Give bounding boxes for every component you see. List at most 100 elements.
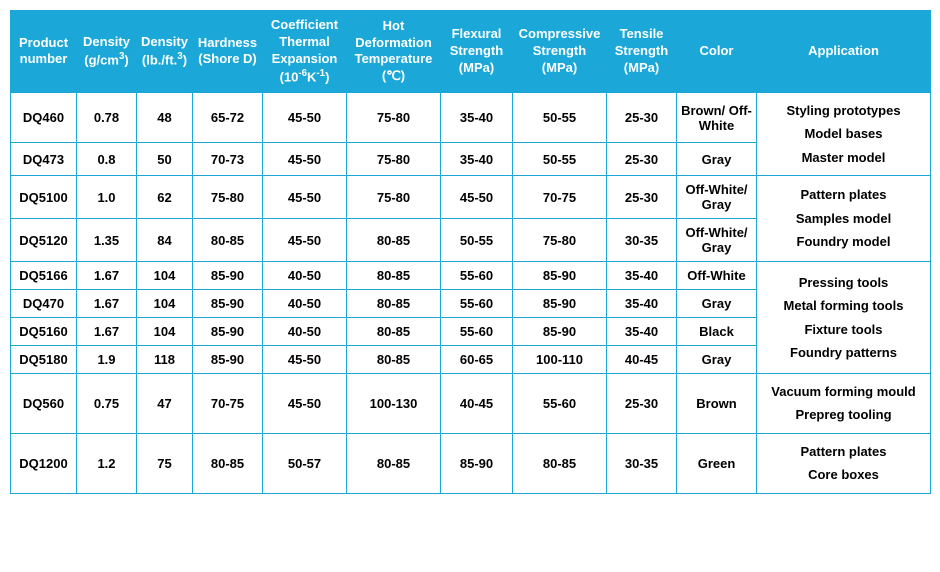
table-row: DQ5100 1.0 62 75-80 45-50 75-80 45-50 70…	[11, 176, 931, 219]
cell-hardness: 80-85	[193, 433, 263, 493]
table-row: DQ460 0.78 48 65-72 45-50 75-80 35-40 50…	[11, 92, 931, 142]
table-row: DQ560 0.75 47 70-75 45-50 100-130 40-45 …	[11, 374, 931, 434]
cell-cte: 40-50	[263, 262, 347, 290]
cell-density-lb: 84	[137, 219, 193, 262]
cell-tensile: 35-40	[607, 290, 677, 318]
cell-density-g: 1.67	[77, 318, 137, 346]
material-spec-table: Productnumber Density(g/cm3) Density(lb.…	[10, 10, 931, 494]
cell-tensile: 35-40	[607, 318, 677, 346]
cell-color: Brown/ Off-White	[677, 92, 757, 142]
cell-density-lb: 104	[137, 318, 193, 346]
cell-cte: 45-50	[263, 219, 347, 262]
cell-density-g: 0.78	[77, 92, 137, 142]
cell-color: Gray	[677, 290, 757, 318]
cell-cte: 40-50	[263, 290, 347, 318]
cell-flexural: 45-50	[441, 176, 513, 219]
cell-flexural: 35-40	[441, 92, 513, 142]
cell-tensile: 30-35	[607, 433, 677, 493]
cell-tensile: 25-30	[607, 92, 677, 142]
cell-hdt: 75-80	[347, 176, 441, 219]
header-color: Color	[677, 11, 757, 93]
cell-product: DQ5120	[11, 219, 77, 262]
cell-tensile: 25-30	[607, 176, 677, 219]
cell-hardness: 85-90	[193, 262, 263, 290]
cell-hdt: 80-85	[347, 262, 441, 290]
cell-tensile: 40-45	[607, 346, 677, 374]
cell-density-lb: 62	[137, 176, 193, 219]
header-compressive: CompressiveStrength(MPa)	[513, 11, 607, 93]
cell-density-g: 1.0	[77, 176, 137, 219]
cell-tensile: 30-35	[607, 219, 677, 262]
cell-hdt: 80-85	[347, 290, 441, 318]
cell-cte: 45-50	[263, 92, 347, 142]
header-product: Productnumber	[11, 11, 77, 93]
cell-density-g: 1.67	[77, 262, 137, 290]
cell-density-lb: 48	[137, 92, 193, 142]
cell-flexural: 55-60	[441, 262, 513, 290]
cell-tensile: 25-30	[607, 374, 677, 434]
cell-flexural: 40-45	[441, 374, 513, 434]
cell-product: DQ5160	[11, 318, 77, 346]
cell-density-g: 1.2	[77, 433, 137, 493]
cell-product: DQ473	[11, 143, 77, 176]
header-density-lb: Density(lb./ft.3)	[137, 11, 193, 93]
cell-compressive: 50-55	[513, 143, 607, 176]
header-hardness: Hardness(Shore D)	[193, 11, 263, 93]
cell-flexural: 50-55	[441, 219, 513, 262]
cell-hdt: 80-85	[347, 219, 441, 262]
cell-flexural: 35-40	[441, 143, 513, 176]
cell-density-lb: 75	[137, 433, 193, 493]
cell-hardness: 65-72	[193, 92, 263, 142]
header-application: Application	[757, 11, 931, 93]
cell-color: Black	[677, 318, 757, 346]
cell-cte: 45-50	[263, 346, 347, 374]
header-tensile: TensileStrength(MPa)	[607, 11, 677, 93]
table-header-row: Productnumber Density(g/cm3) Density(lb.…	[11, 11, 931, 93]
cell-cte: 40-50	[263, 318, 347, 346]
cell-hdt: 80-85	[347, 318, 441, 346]
cell-compressive: 70-75	[513, 176, 607, 219]
cell-compressive: 75-80	[513, 219, 607, 262]
cell-density-lb: 104	[137, 262, 193, 290]
cell-application: Styling prototypes Model bases Master mo…	[757, 92, 931, 175]
cell-compressive: 55-60	[513, 374, 607, 434]
cell-tensile: 25-30	[607, 143, 677, 176]
cell-application: Vacuum forming mould Prepreg tooling	[757, 374, 931, 434]
cell-tensile: 35-40	[607, 262, 677, 290]
cell-hardness: 70-75	[193, 374, 263, 434]
cell-hardness: 85-90	[193, 318, 263, 346]
cell-density-g: 1.35	[77, 219, 137, 262]
header-hdt: HotDeformationTemperature(℃)	[347, 11, 441, 93]
cell-compressive: 80-85	[513, 433, 607, 493]
cell-product: DQ5180	[11, 346, 77, 374]
cell-hdt: 100-130	[347, 374, 441, 434]
cell-density-g: 1.9	[77, 346, 137, 374]
cell-application: Pattern plates Core boxes	[757, 433, 931, 493]
cell-density-lb: 104	[137, 290, 193, 318]
cell-compressive: 50-55	[513, 92, 607, 142]
cell-application: Pressing tools Metal forming tools Fixtu…	[757, 262, 931, 374]
cell-color: Brown	[677, 374, 757, 434]
cell-compressive: 100-110	[513, 346, 607, 374]
header-cte: CoefficientThermalExpansion(10-6K-1)	[263, 11, 347, 93]
cell-color: Gray	[677, 143, 757, 176]
cell-density-g: 0.8	[77, 143, 137, 176]
cell-hardness: 75-80	[193, 176, 263, 219]
cell-flexural: 60-65	[441, 346, 513, 374]
cell-cte: 45-50	[263, 176, 347, 219]
cell-density-g: 0.75	[77, 374, 137, 434]
cell-hdt: 75-80	[347, 143, 441, 176]
table-row: DQ1200 1.2 75 80-85 50-57 80-85 85-90 80…	[11, 433, 931, 493]
cell-hdt: 80-85	[347, 346, 441, 374]
cell-color: Green	[677, 433, 757, 493]
cell-hardness: 85-90	[193, 290, 263, 318]
cell-hdt: 75-80	[347, 92, 441, 142]
cell-product: DQ460	[11, 92, 77, 142]
cell-flexural: 55-60	[441, 290, 513, 318]
cell-compressive: 85-90	[513, 290, 607, 318]
cell-application: Pattern plates Samples model Foundry mod…	[757, 176, 931, 262]
cell-flexural: 55-60	[441, 318, 513, 346]
cell-flexural: 85-90	[441, 433, 513, 493]
cell-color: Off-White/ Gray	[677, 176, 757, 219]
cell-product: DQ470	[11, 290, 77, 318]
